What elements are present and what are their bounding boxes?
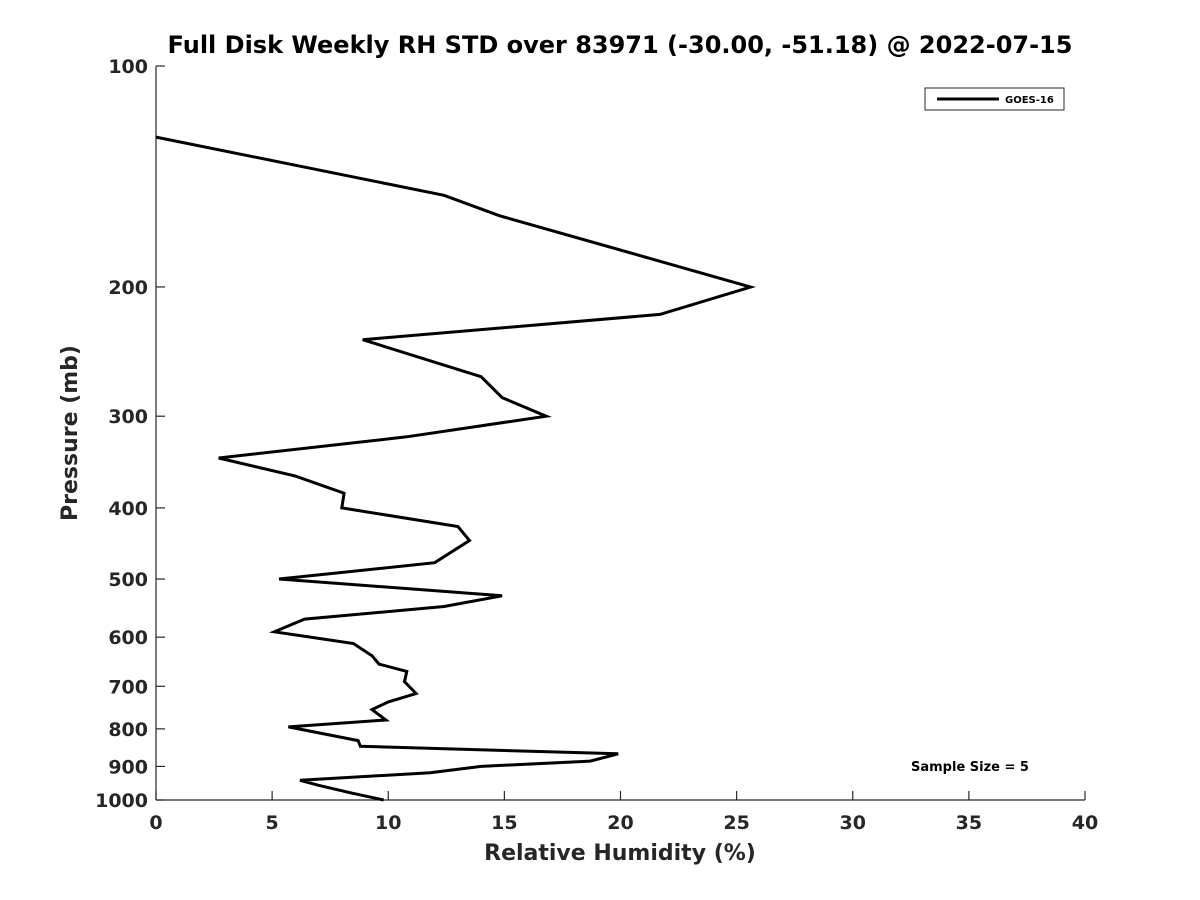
x-tick-label: 35	[956, 812, 982, 834]
y-tick-label: 1000	[95, 790, 148, 812]
x-ticks: 0 5 10 15 20 25 30 35 40	[149, 791, 1098, 834]
x-tick-label: 25	[723, 812, 749, 834]
x-tick-label: 20	[607, 812, 633, 834]
x-tick-label: 15	[491, 812, 517, 834]
y-tick-label: 200	[108, 277, 148, 299]
legend: GOES-16	[924, 87, 1065, 111]
y-axis-label: Pressure (mb)	[58, 345, 83, 521]
series-layer	[155, 135, 756, 802]
x-tick-label: 0	[149, 812, 162, 834]
y-tick-label: 900	[108, 756, 148, 778]
y-tick-label: 400	[108, 498, 148, 520]
x-tick-label: 10	[375, 812, 401, 834]
y-tick-label: 500	[108, 569, 148, 591]
y-tick-label: 300	[108, 406, 148, 428]
x-tick-label: 40	[1072, 812, 1098, 834]
y-tick-label: 100	[108, 56, 148, 78]
x-tick-label: 30	[840, 812, 866, 834]
series-line-goes-16	[155, 135, 756, 802]
x-tick-label: 5	[266, 812, 279, 834]
y-ticks: 100 200 300 400 500 600 700 800 900 1000	[95, 56, 165, 812]
y-tick-label: 600	[108, 627, 148, 649]
y-tick-label: 800	[108, 719, 148, 741]
x-axis-label: Relative Humidity (%)	[484, 841, 756, 866]
y-tick-label: 700	[108, 676, 148, 698]
chart-title: Full Disk Weekly RH STD over 83971 (-30.…	[168, 31, 1073, 59]
sample-size-annotation: Sample Size = 5	[911, 760, 1029, 775]
legend-label: GOES-16	[1005, 95, 1054, 106]
